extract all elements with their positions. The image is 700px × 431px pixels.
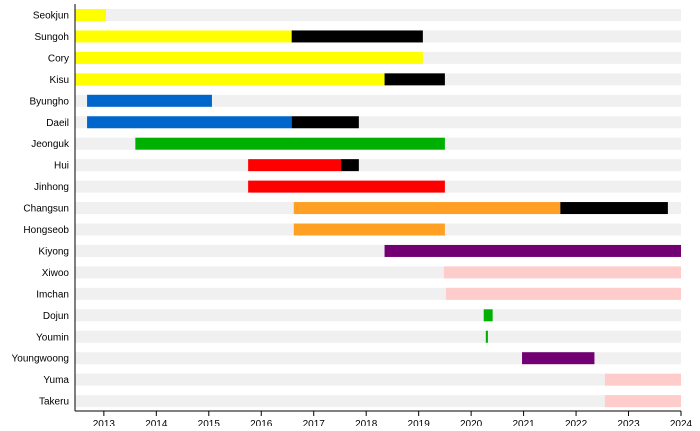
- bar-segment: [248, 180, 445, 193]
- row-label: Dojun: [43, 311, 69, 322]
- bar-segment: [75, 9, 106, 21]
- bar-segment: [445, 287, 681, 300]
- row-label: Seokjun: [33, 11, 69, 22]
- row-label: Byungho: [30, 96, 70, 107]
- x-tick-label: 2022: [565, 419, 588, 426]
- row-background: [75, 309, 681, 322]
- bar-segment: [483, 309, 493, 322]
- row-label: Yuma: [43, 375, 69, 386]
- x-tick-label: 2024: [670, 419, 693, 426]
- bar-segment: [560, 202, 668, 215]
- bar-segment: [75, 73, 385, 86]
- row-label: Cory: [48, 53, 69, 64]
- x-tick-label: 2017: [303, 419, 326, 426]
- row-background: [75, 94, 681, 107]
- bar-segment: [87, 94, 212, 107]
- row-label: Changsun: [23, 204, 69, 215]
- bar-segment: [293, 223, 445, 236]
- x-axis: 2013 2014 2015 2016 2017 2018 2019 2020 2021 2022…: [74, 4, 693, 430]
- x-tick-label: 2019: [408, 419, 431, 426]
- row-label: Kiyong: [38, 246, 69, 257]
- row-label: Imchan: [36, 289, 69, 300]
- x-tick-label: 2013: [93, 419, 116, 426]
- x-tick-label: 2014: [145, 419, 168, 426]
- row-label: Sungoh: [35, 32, 69, 43]
- row-label: Youngwoong: [12, 354, 69, 365]
- row-label: Jeonguk: [31, 139, 70, 150]
- row-background: [75, 330, 681, 343]
- x-tick-label: 2023: [617, 419, 640, 426]
- bar-segment: [291, 30, 423, 43]
- x-tick-label: 2016: [250, 419, 273, 426]
- bar-segment: [384, 244, 681, 257]
- bar-segment: [485, 330, 488, 343]
- bar-segment: [443, 266, 681, 279]
- bar-segment: [604, 395, 681, 408]
- x-tick-label: 2015: [198, 419, 221, 426]
- row-label: Hongseob: [23, 225, 69, 236]
- row-label: Jinhong: [34, 182, 69, 193]
- row-label: Takeru: [39, 397, 69, 408]
- bar-segment: [293, 202, 561, 215]
- bar-segment: [522, 352, 595, 365]
- x-tick-label: 2018: [355, 419, 378, 426]
- row-label: Youmin: [36, 332, 69, 343]
- bar-segment: [604, 373, 681, 386]
- bar-segment: [75, 30, 292, 43]
- x-tick-label: 2021: [512, 419, 535, 426]
- bar-segment: [384, 73, 445, 86]
- row-labels: Seokjun Sungoh Cory Kisu Byungho Daeil Jeonguk…: [12, 11, 70, 408]
- bar-segment: [341, 159, 359, 172]
- bar-segment: [75, 51, 423, 64]
- bars: [75, 9, 681, 408]
- bar-segment: [135, 137, 445, 150]
- row-label: Daeil: [46, 118, 69, 129]
- row-background: [75, 159, 681, 172]
- row-background: [75, 9, 681, 21]
- row-label: Hui: [54, 161, 69, 172]
- bar-segment: [87, 116, 292, 129]
- bar-segment: [291, 116, 359, 129]
- row-background: [75, 395, 681, 408]
- x-tick-label: 2020: [460, 419, 483, 426]
- row-label: Xiwoo: [42, 268, 70, 279]
- row-label: Kisu: [50, 75, 69, 86]
- bar-segment: [248, 159, 342, 172]
- row-background: [75, 373, 681, 386]
